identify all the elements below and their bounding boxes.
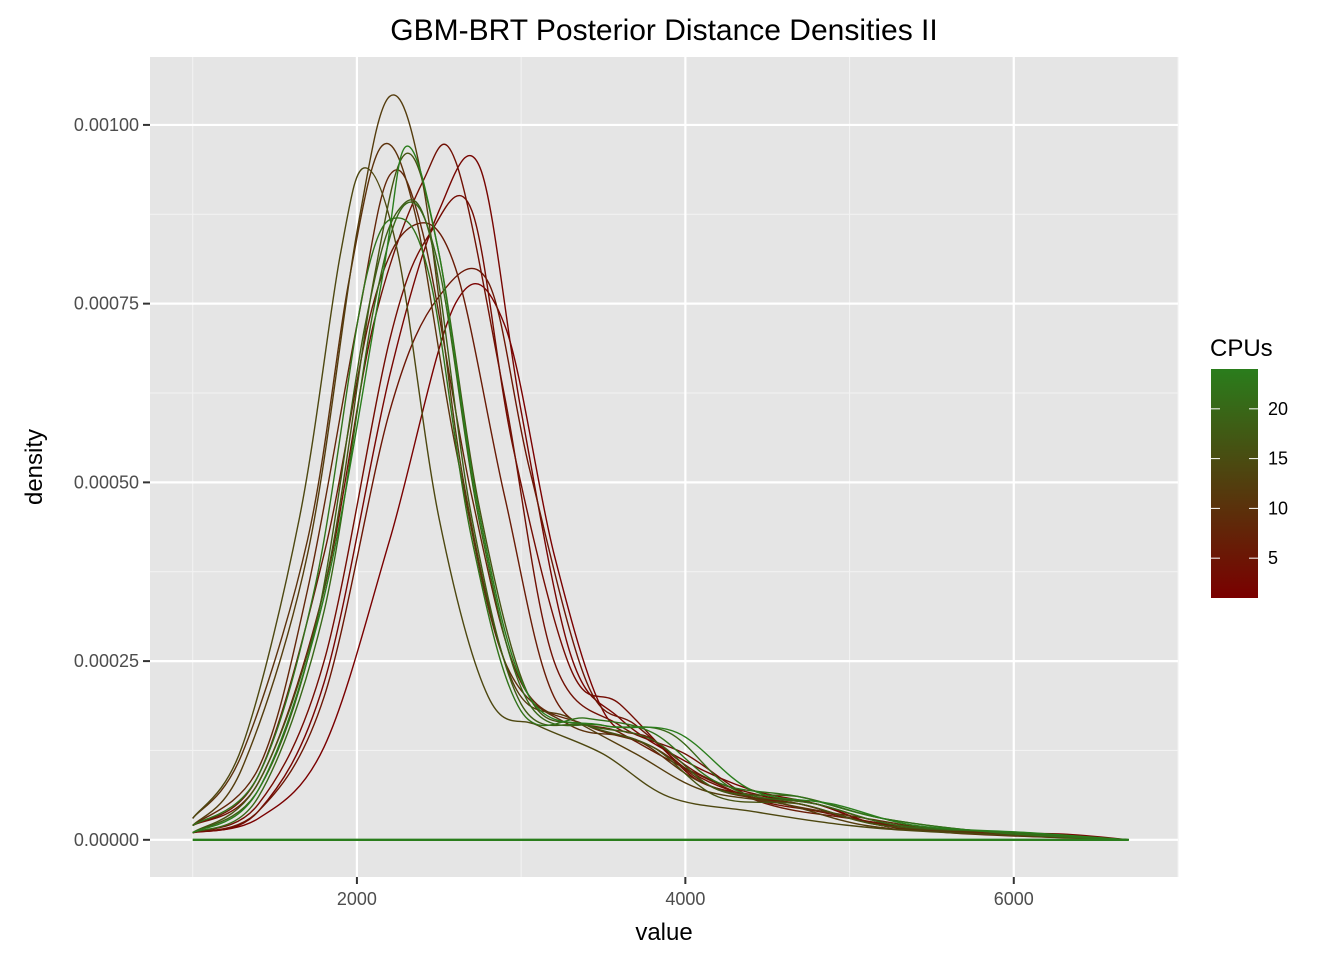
minor-grid <box>150 57 1179 877</box>
y-axis-title: density <box>21 429 48 505</box>
y-axis: 0.00000 0.00025 0.00050 0.00075 0.00100 <box>74 115 150 850</box>
chart-title: GBM-BRT Posterior Distance Densities II <box>390 14 937 47</box>
density-line <box>192 152 1129 841</box>
x-tick-label: 6000 <box>994 889 1034 909</box>
x-axis-title: value <box>635 919 692 946</box>
density-line <box>192 201 1129 841</box>
legend-ticks: 5 10 15 20 <box>1211 399 1288 568</box>
legend: CPUs 5 10 15 20 <box>1210 335 1288 598</box>
density-line <box>192 217 1129 841</box>
y-tick-label: 0.00050 <box>74 472 139 492</box>
density-line <box>192 222 1129 841</box>
legend-tick-label: 5 <box>1268 548 1278 568</box>
x-tick-label: 2000 <box>337 889 377 909</box>
x-tick-label: 4000 <box>665 889 705 909</box>
density-line <box>192 142 1129 841</box>
legend-tick-label: 10 <box>1268 498 1288 518</box>
density-lines <box>192 94 1129 842</box>
y-tick-label: 0.00075 <box>74 294 139 314</box>
density-line <box>192 167 1129 841</box>
density-line <box>192 145 1129 841</box>
legend-tick-label: 20 <box>1268 399 1288 419</box>
density-line <box>192 94 1129 841</box>
legend-colorbar <box>1211 369 1258 598</box>
x-axis: 2000 4000 6000 <box>337 877 1034 909</box>
y-tick-label: 0.00000 <box>74 830 139 850</box>
legend-title: CPUs <box>1210 335 1273 362</box>
legend-tick-label: 15 <box>1268 449 1288 469</box>
y-tick-label: 0.00025 <box>74 651 139 671</box>
y-tick-label: 0.00100 <box>74 115 139 135</box>
